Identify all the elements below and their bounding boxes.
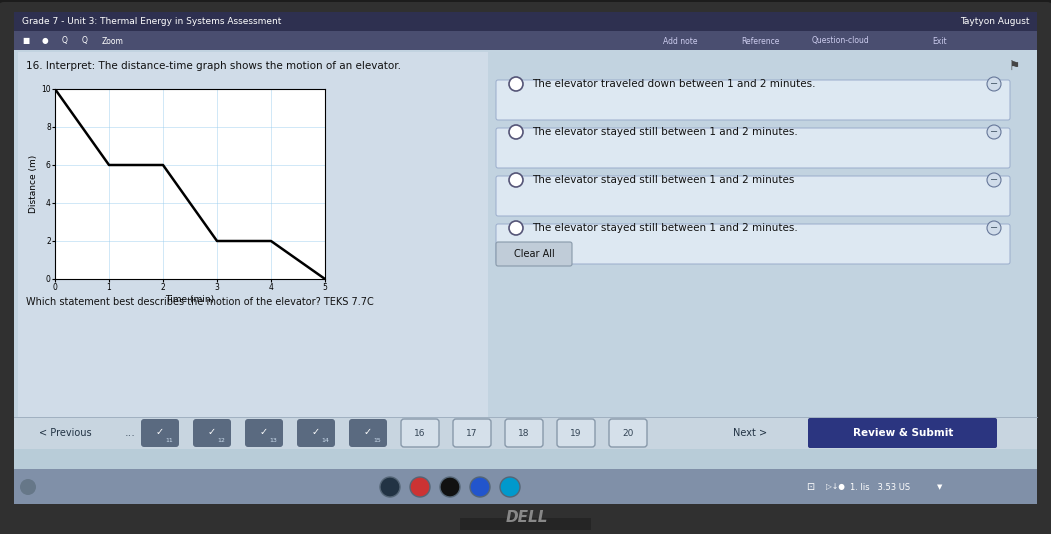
- Text: ✓: ✓: [156, 427, 164, 437]
- Text: ■: ■: [22, 36, 29, 45]
- Text: Grade 7 - Unit 3: Thermal Energy in Systems Assessment: Grade 7 - Unit 3: Thermal Energy in Syst…: [22, 18, 282, 27]
- Text: 14: 14: [321, 437, 329, 443]
- Circle shape: [20, 479, 36, 495]
- Text: Q: Q: [62, 36, 68, 45]
- Text: 16: 16: [414, 428, 426, 437]
- Text: −: −: [990, 223, 998, 233]
- Text: The elevator traveled down between 1 and 2 minutes.: The elevator traveled down between 1 and…: [532, 79, 816, 89]
- FancyBboxPatch shape: [496, 128, 1010, 168]
- Text: ...: ...: [125, 428, 136, 438]
- X-axis label: Time (min): Time (min): [165, 295, 214, 304]
- FancyBboxPatch shape: [453, 419, 491, 447]
- Text: Clear All: Clear All: [514, 249, 554, 259]
- Text: The elevator stayed still between 1 and 2 minutes.: The elevator stayed still between 1 and …: [532, 223, 798, 233]
- Text: 20: 20: [622, 428, 634, 437]
- Text: 1. lis   3.53 US: 1. lis 3.53 US: [850, 483, 910, 491]
- Text: 16. Interpret: The distance-time graph shows the motion of an elevator.: 16. Interpret: The distance-time graph s…: [26, 61, 401, 71]
- Text: The elevator stayed still between 1 and 2 minutes: The elevator stayed still between 1 and …: [532, 175, 795, 185]
- Circle shape: [987, 173, 1001, 187]
- FancyBboxPatch shape: [297, 419, 335, 447]
- FancyBboxPatch shape: [609, 419, 647, 447]
- Text: ✓: ✓: [260, 427, 268, 437]
- Text: −: −: [990, 175, 998, 185]
- Text: ✓: ✓: [208, 427, 217, 437]
- Bar: [14, 12, 1037, 31]
- Text: The elevator stayed still between 1 and 2 minutes.: The elevator stayed still between 1 and …: [532, 127, 798, 137]
- FancyBboxPatch shape: [504, 419, 543, 447]
- Text: −: −: [990, 127, 998, 137]
- Circle shape: [987, 125, 1001, 139]
- Circle shape: [987, 221, 1001, 235]
- FancyBboxPatch shape: [808, 418, 997, 448]
- Text: Exit: Exit: [932, 36, 947, 45]
- Text: 17: 17: [467, 428, 478, 437]
- FancyBboxPatch shape: [141, 419, 179, 447]
- Text: Reference: Reference: [741, 36, 779, 45]
- Text: 13: 13: [269, 437, 276, 443]
- FancyBboxPatch shape: [496, 176, 1010, 216]
- Text: Review & Submit: Review & Submit: [852, 428, 953, 438]
- Circle shape: [410, 477, 430, 497]
- Text: ⚑: ⚑: [1009, 59, 1021, 73]
- Text: −: −: [990, 79, 998, 89]
- Bar: [14, 31, 1037, 50]
- Text: 11: 11: [165, 437, 172, 443]
- Text: 15: 15: [373, 437, 380, 443]
- Text: Add note: Add note: [663, 36, 697, 45]
- FancyBboxPatch shape: [14, 12, 1037, 504]
- Circle shape: [440, 477, 460, 497]
- Bar: [14, 469, 1037, 504]
- Circle shape: [380, 477, 400, 497]
- Text: ▼: ▼: [937, 484, 943, 490]
- FancyBboxPatch shape: [496, 242, 572, 266]
- Text: ▷↓●: ▷↓●: [826, 483, 844, 491]
- Text: 12: 12: [218, 437, 225, 443]
- Bar: [460, 518, 591, 530]
- FancyBboxPatch shape: [349, 419, 387, 447]
- Circle shape: [509, 173, 523, 187]
- FancyBboxPatch shape: [193, 419, 231, 447]
- Text: Which statement best describes the motion of the elevator? TEKS 7.7C: Which statement best describes the motio…: [26, 297, 374, 307]
- Text: ✓: ✓: [364, 427, 372, 437]
- Circle shape: [509, 221, 523, 235]
- Text: ●: ●: [42, 36, 48, 45]
- Text: DELL: DELL: [506, 509, 549, 524]
- Text: Taytyon August: Taytyon August: [961, 18, 1030, 27]
- Text: ⊡: ⊡: [806, 482, 815, 492]
- Circle shape: [500, 477, 520, 497]
- FancyBboxPatch shape: [496, 80, 1010, 120]
- Text: Q: Q: [82, 36, 88, 45]
- FancyBboxPatch shape: [401, 419, 439, 447]
- Text: Question-cloud: Question-cloud: [811, 36, 869, 45]
- Circle shape: [470, 477, 490, 497]
- FancyBboxPatch shape: [557, 419, 595, 447]
- Circle shape: [987, 77, 1001, 91]
- Circle shape: [509, 77, 523, 91]
- Text: Zoom: Zoom: [102, 36, 124, 45]
- Text: < Previous: < Previous: [39, 428, 91, 438]
- Y-axis label: Distance (m): Distance (m): [29, 155, 39, 213]
- FancyBboxPatch shape: [245, 419, 283, 447]
- FancyBboxPatch shape: [496, 224, 1010, 264]
- Text: Next >: Next >: [733, 428, 767, 438]
- Bar: [18, 52, 488, 444]
- Text: 18: 18: [518, 428, 530, 437]
- Bar: [14, 50, 1037, 449]
- Text: ✓: ✓: [312, 427, 321, 437]
- Circle shape: [509, 125, 523, 139]
- Bar: [14, 417, 1037, 449]
- Text: 19: 19: [571, 428, 582, 437]
